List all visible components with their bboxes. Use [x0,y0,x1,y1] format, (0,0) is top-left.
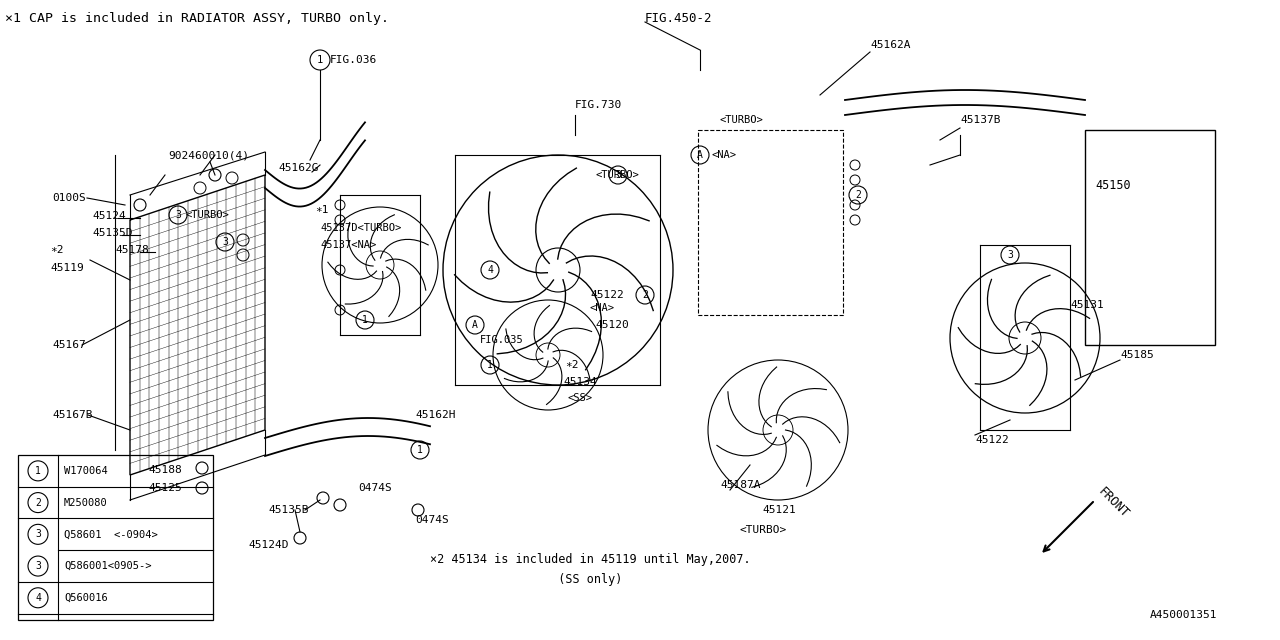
Text: 3: 3 [35,529,41,540]
Text: 45122: 45122 [590,290,623,300]
Text: 1: 1 [488,360,493,370]
Text: FRONT: FRONT [1096,485,1132,521]
Text: 45167B: 45167B [52,410,92,420]
Text: FIG.035: FIG.035 [480,335,524,345]
Text: 45137<NA>: 45137<NA> [320,240,376,250]
Text: 45135D: 45135D [92,228,133,238]
Text: 902460010(4): 902460010(4) [168,150,250,160]
Text: 3: 3 [616,170,621,180]
Text: 45122: 45122 [975,435,1009,445]
Text: 45187A: 45187A [719,480,760,490]
Text: <TURBO>: <TURBO> [719,115,764,125]
Text: 45131: 45131 [1070,300,1103,310]
Text: 3: 3 [175,210,180,220]
Text: 45178: 45178 [115,245,148,255]
Text: ∗2: ∗2 [564,360,579,370]
Text: <TURBO>: <TURBO> [740,525,787,535]
Text: 45125: 45125 [148,483,182,493]
Text: (SS only): (SS only) [430,573,622,586]
Text: 2: 2 [35,497,41,508]
Text: A450001351: A450001351 [1149,610,1217,620]
Text: <NA>: <NA> [590,303,614,313]
Text: 45124: 45124 [92,211,125,221]
Text: 45137B: 45137B [960,115,1001,125]
Text: 1: 1 [35,466,41,476]
Bar [698,130,844,315]
Text: ∗2: ∗2 [50,245,64,255]
Text: Q58601  <-0904>: Q58601 <-0904> [64,529,157,540]
Text: ∗1: ∗1 [315,205,329,215]
Text: 45185: 45185 [1120,350,1153,360]
Text: Q586001<0905->: Q586001<0905-> [64,561,151,571]
Text: ×1 CAP is included in RADIATOR ASSY, TURBO only.: ×1 CAP is included in RADIATOR ASSY, TUR… [5,12,389,24]
Text: 0474S: 0474S [358,483,392,493]
Text: 1: 1 [417,445,422,455]
Text: 0474S: 0474S [415,515,449,525]
Text: 2: 2 [643,290,648,300]
Text: ×2 45134 is included in 45119 until May,2007.: ×2 45134 is included in 45119 until May,… [430,554,750,566]
Text: <TURBO>: <TURBO> [595,170,639,180]
Text: 1: 1 [362,315,367,325]
Text: 45135B: 45135B [268,505,308,515]
Text: 45120: 45120 [595,320,628,330]
Text: FIG.450-2: FIG.450-2 [645,12,713,24]
Text: Q560016: Q560016 [64,593,108,603]
Bar [1085,130,1215,345]
Text: 45162G: 45162G [278,163,319,173]
Text: 3: 3 [1007,250,1012,260]
Text: 2: 2 [855,190,861,200]
Text: <TURBO>: <TURBO> [186,210,229,220]
Text: A: A [698,150,703,160]
Text: 45162A: 45162A [870,40,910,50]
Text: 45162H: 45162H [415,410,456,420]
Text: 3: 3 [35,561,41,571]
Text: 1: 1 [317,55,323,65]
Text: M250080: M250080 [64,497,108,508]
Text: 45124D: 45124D [248,540,288,550]
Text: 45150: 45150 [1094,179,1130,191]
Text: 45137D<TURBO>: 45137D<TURBO> [320,223,401,233]
Text: FIG.730: FIG.730 [575,100,622,110]
Text: 4: 4 [35,593,41,603]
Text: <SS>: <SS> [568,393,593,403]
Text: 45167: 45167 [52,340,86,350]
Text: 45134: 45134 [563,377,596,387]
Text: 45188: 45188 [148,465,182,475]
Text: FIG.036: FIG.036 [330,55,378,65]
Text: 0100S: 0100S [52,193,86,203]
Text: 45119: 45119 [50,263,83,273]
Text: W170064: W170064 [64,466,108,476]
Text: 45121: 45121 [762,505,796,515]
Bar [18,455,212,620]
Text: A: A [472,320,477,330]
Text: 4: 4 [488,265,493,275]
Text: <NA>: <NA> [712,150,737,160]
Text: 3: 3 [221,237,228,247]
